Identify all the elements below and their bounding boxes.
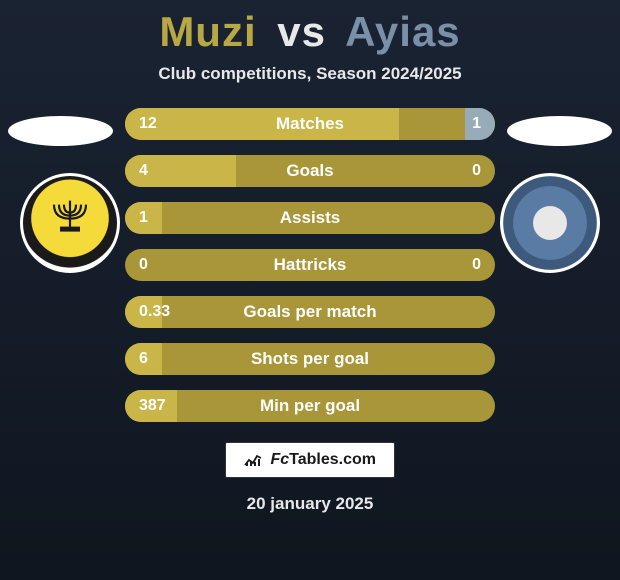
footer: FcTables.com 20 january 2025: [0, 442, 620, 514]
stat-label: Shots per goal: [251, 349, 369, 369]
header: Muzi vs Ayias Club competitions, Season …: [0, 0, 620, 84]
stat-value-right: 1: [472, 115, 481, 133]
stat-fill-left: [125, 108, 399, 140]
stat-label: Goals: [286, 161, 333, 181]
stat-value-left: 12: [139, 115, 157, 133]
player1-name: Muzi: [159, 8, 256, 55]
chart-icon: [244, 453, 262, 467]
stat-value-left: 0: [139, 256, 148, 274]
stat-bar: 6 Shots per goal: [125, 343, 495, 375]
vs-text: vs: [277, 8, 326, 55]
stat-label: Assists: [280, 208, 340, 228]
player2-club-badge: [500, 173, 600, 273]
stat-bar: 387 Min per goal: [125, 390, 495, 422]
right-ellipse-decoration: [507, 116, 612, 146]
stat-value-left: 0.33: [139, 303, 170, 321]
subtitle: Club competitions, Season 2024/2025: [0, 64, 620, 84]
player2-name: Ayias: [345, 8, 461, 55]
content-area: 12 Matches 1 4 Goals 0 1 Assists 0 Hattricks 0 0.33…: [0, 108, 620, 422]
brand-text: FcTables.com: [270, 451, 376, 468]
stat-value-left: 6: [139, 350, 148, 368]
stat-value-right: 0: [472, 256, 481, 274]
left-ellipse-decoration: [8, 116, 113, 146]
stat-value-left: 387: [139, 397, 166, 415]
stat-value-left: 1: [139, 209, 148, 227]
stat-label: Goals per match: [243, 302, 376, 322]
stat-label: Hattricks: [274, 255, 347, 275]
stat-value-right: 0: [472, 162, 481, 180]
menorah-icon: [46, 197, 94, 245]
brand-box: FcTables.com: [225, 442, 395, 478]
date-text: 20 january 2025: [0, 494, 620, 514]
stat-label: Min per goal: [260, 396, 360, 416]
stat-label: Matches: [276, 114, 344, 134]
player1-club-badge: [20, 173, 120, 273]
stat-bar: 4 Goals 0: [125, 155, 495, 187]
stat-bar: 1 Assists: [125, 202, 495, 234]
stat-bar: 0 Hattricks 0: [125, 249, 495, 281]
stats-container: 12 Matches 1 4 Goals 0 1 Assists 0 Hattricks 0 0.33…: [125, 108, 495, 422]
stat-value-left: 4: [139, 162, 148, 180]
stat-bar: 12 Matches 1: [125, 108, 495, 140]
title: Muzi vs Ayias: [0, 8, 620, 56]
stat-bar: 0.33 Goals per match: [125, 296, 495, 328]
